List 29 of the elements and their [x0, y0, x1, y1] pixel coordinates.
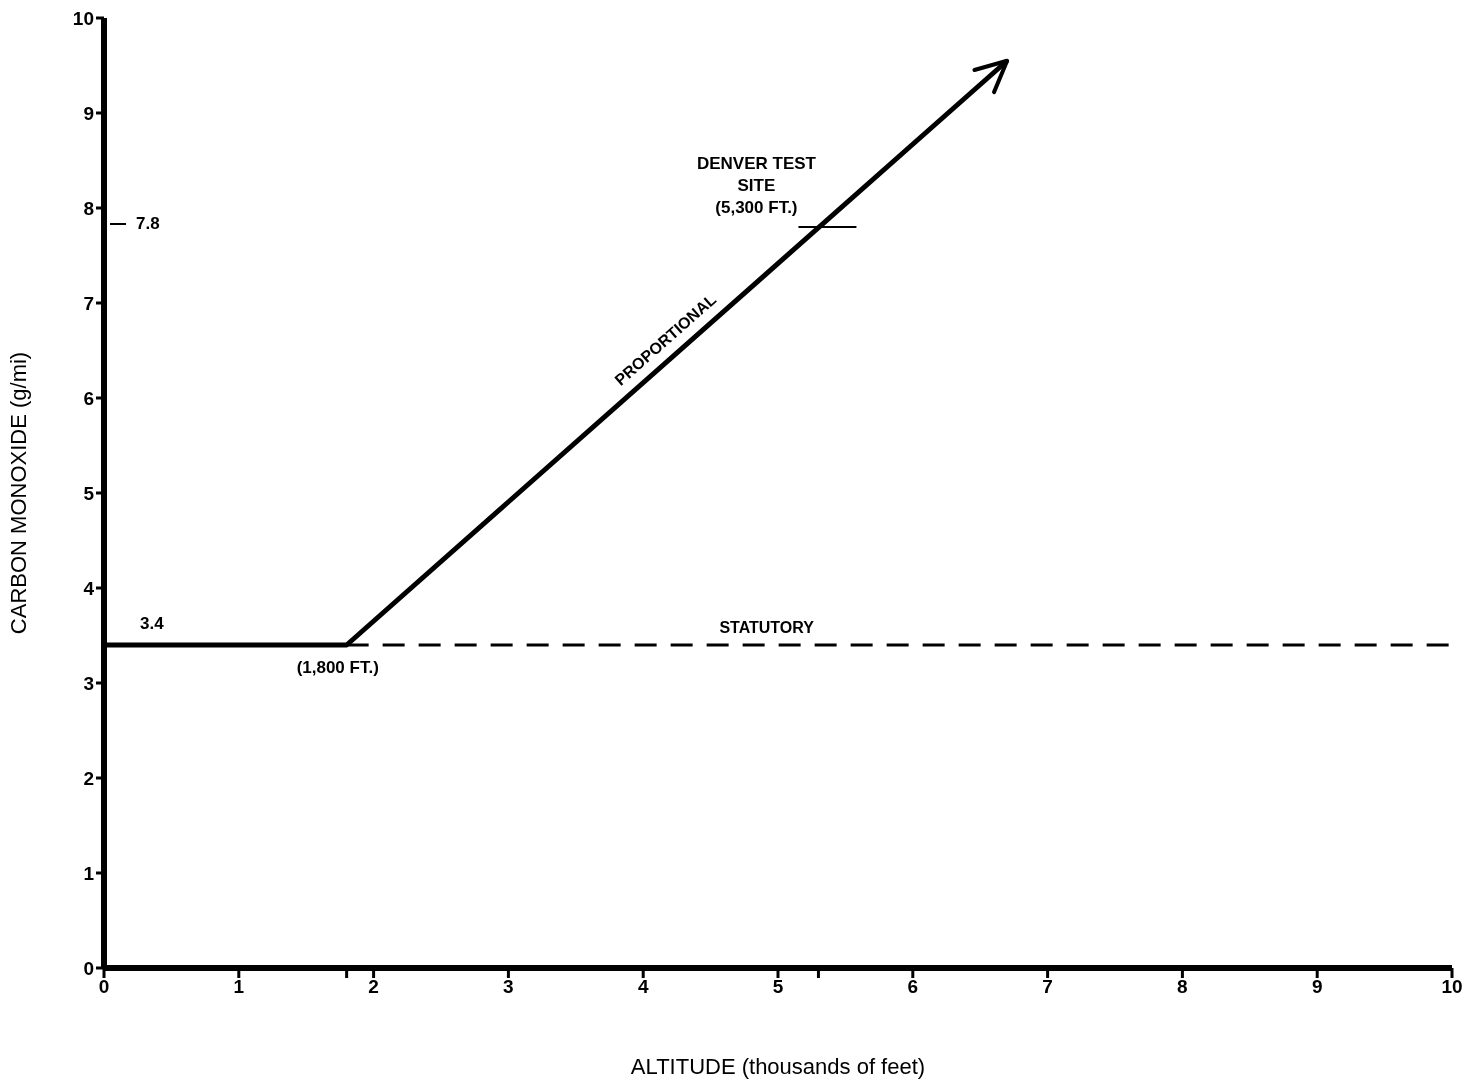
y-tick-label: 4: [83, 577, 95, 599]
y-tick-label: 2: [83, 767, 94, 789]
x-tick-label: 1: [233, 976, 245, 998]
y-tick-label: 1: [83, 862, 95, 884]
x-tick-label: 10: [1441, 976, 1463, 998]
y-tick-label: 6: [83, 387, 94, 409]
x-tick-label: 6: [907, 976, 919, 998]
x-tick-label: 3: [503, 976, 514, 998]
x-tick-label: 0: [98, 976, 110, 998]
y-axis-title: CARBON MONOXIDE (g/mi): [5, 351, 31, 635]
annotation: DENVER TEST SITE (5,300 FT.): [696, 154, 817, 217]
y-tick-label: 7: [83, 292, 94, 314]
annotation: (1,800 FT.): [296, 658, 379, 677]
x-tick-label: 4: [637, 976, 649, 998]
y-tick-label: 8: [83, 197, 94, 219]
x-tick-label: 7: [1042, 976, 1053, 998]
y-tick-label: 10: [72, 7, 94, 29]
y-tick-label: 9: [83, 102, 94, 124]
x-tick-label: 5: [772, 976, 784, 998]
annotation: 3.4: [140, 614, 165, 633]
y-tick-label: 0: [83, 957, 94, 979]
y-tick-label: 5: [83, 482, 95, 504]
annotation: 7.8: [136, 214, 160, 234]
y-tick-label: 3: [83, 672, 94, 694]
x-tick-label: 2: [368, 976, 379, 998]
x-tick-label: 9: [1311, 976, 1323, 998]
x-tick-label: 8: [1177, 976, 1188, 998]
x-axis-title: ALTITUDE (thousands of feet): [630, 1054, 926, 1079]
series-label: STATUTORY: [719, 619, 815, 636]
